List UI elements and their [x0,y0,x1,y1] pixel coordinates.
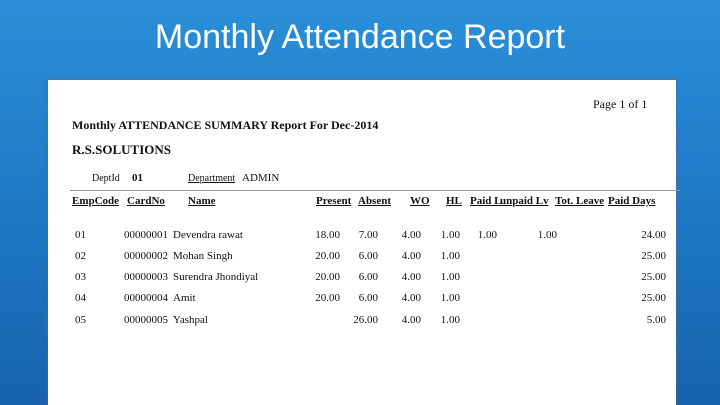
table-cell: 24.00 [641,229,666,241]
report-page: Page 1 of 1 Monthly ATTENDANCE SUMMARY R… [48,80,680,405]
table-cell: 18.00 [315,229,340,241]
department-label: Department [188,173,236,184]
table-cell: 20.00 [315,250,340,262]
column-header: Paid Days [608,195,656,207]
table-cell: 6.00 [358,271,378,283]
column-header: unpaid Lv [500,195,549,207]
table-cell: 4.00 [401,250,421,262]
table-cell: 25.00 [641,271,666,283]
column-header: Tot. Leave [555,195,605,207]
table-cell: 4.00 [401,314,421,326]
column-header: Name [188,195,216,207]
table-cell: Yashpal [173,314,208,326]
table-cell: 05 [75,314,86,326]
table-cell: 00000002 [124,250,168,262]
column-header: CardNo [127,195,165,207]
table-cell: 00000003 [124,271,168,283]
table-cell: 1.00 [440,292,460,304]
table-cell: 20.00 [315,292,340,304]
table-cell: 7.00 [358,229,378,241]
table-cell: 02 [75,250,86,262]
table-cell: Amit [173,292,196,304]
column-header: Paid L [470,195,502,207]
table-cell: 03 [75,271,86,283]
table-cell: 1.00 [440,229,460,241]
table-cell: 1.00 [537,229,557,241]
column-header: WO [410,195,430,207]
table-cell: 1.00 [477,229,497,241]
table-cell: 00000001 [124,229,168,241]
table-cell: 4.00 [401,271,421,283]
report-title: Monthly ATTENDANCE SUMMARY Report For De… [72,118,379,132]
slide-title: Monthly Attendance Report [154,18,566,56]
column-header: Absent [358,195,392,207]
table-cell: Mohan Singh [173,250,233,262]
rule [70,190,680,191]
table-cell: 04 [75,292,86,304]
table-cell: 6.00 [358,250,378,262]
table-cell: 25.00 [641,250,666,262]
table-cell: 00000005 [124,314,168,326]
table-cell: 00000004 [124,292,168,304]
table-cell: Devendra rawat [173,229,243,241]
dept-id: 01 [132,172,143,184]
table-cell: 4.00 [401,229,421,241]
page-number: Page 1 of 1 [593,97,648,111]
table-cell: 4.00 [401,292,421,304]
table-cell: Surendra Jhondiyal [173,271,259,283]
table-cell: 1.00 [440,314,460,326]
table-cell: 5.00 [646,314,666,326]
department: ADMIN [242,172,280,184]
table-cell: 01 [75,229,86,241]
table-cell: 20.00 [315,271,340,283]
column-header: Present [316,195,352,207]
company: R.S.SOLUTIONS [72,142,171,157]
table-cell: 25.00 [641,292,666,304]
table-cell: 26.00 [353,314,378,326]
table-cell: 6.00 [358,292,378,304]
table-cell: 1.00 [440,250,460,262]
dept-id-label: DeptId [92,173,120,184]
table-cell: 1.00 [440,271,460,283]
column-header: HL [446,195,462,207]
column-header: EmpCode [72,195,120,207]
